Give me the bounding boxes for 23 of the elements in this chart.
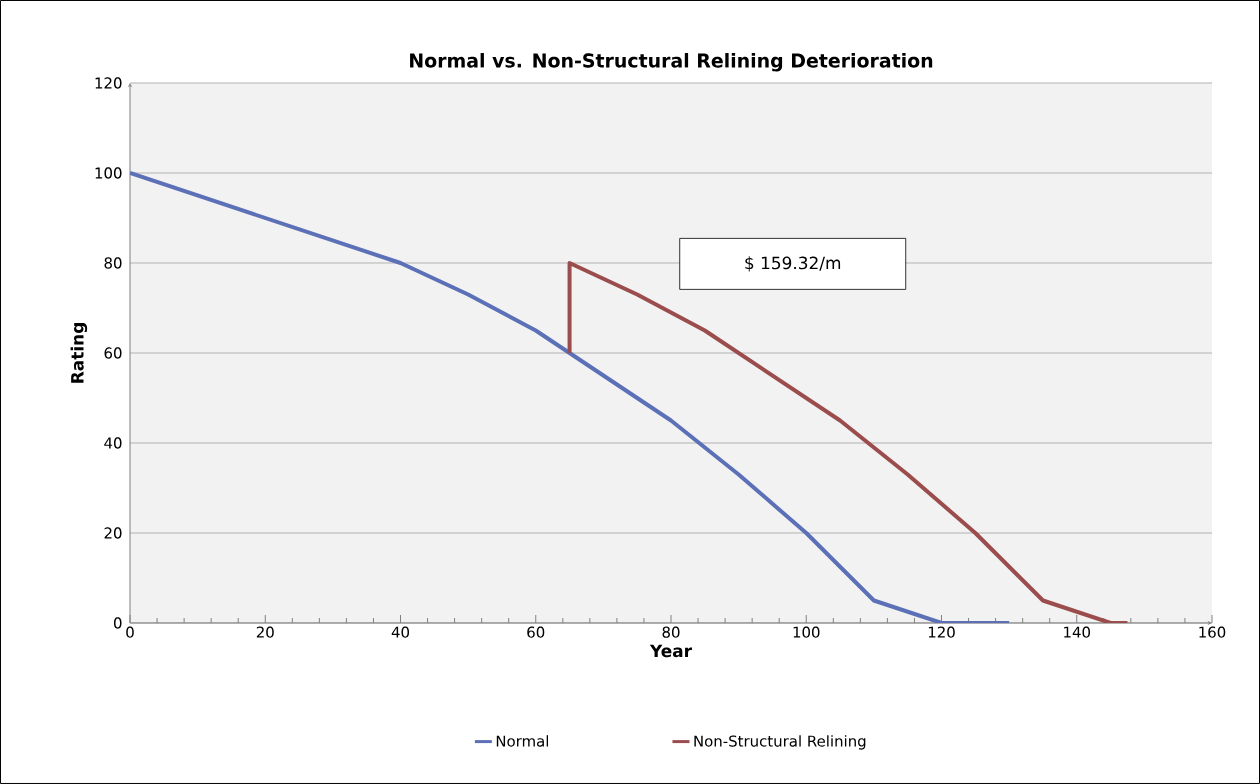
y-tick-label: 60 (104, 347, 122, 359)
legend-label: Normal (496, 735, 549, 747)
y-tick-label: 0 (113, 617, 122, 629)
x-tick-label: 40 (391, 626, 410, 638)
annotation: $ 159.32/m (745, 256, 841, 272)
x-tick-label: 20 (256, 626, 274, 638)
x-tick-label: 120 (928, 626, 955, 638)
legend-label: Non-Structural Relining (694, 735, 866, 750)
y-tick-label: 40 (104, 437, 122, 449)
y-tick-label: 120 (95, 77, 122, 89)
y-tick-label: 80 (104, 257, 122, 269)
x-tick-label: 160 (1199, 626, 1226, 638)
chart-title: Normal vs. Non-Structural Relining Deterioration (410, 53, 933, 72)
y-tick-label: 100 (95, 167, 122, 179)
x-tick-label: 80 (662, 626, 680, 638)
x-tick-label: 60 (527, 626, 545, 638)
line-series (130, 170, 1012, 623)
x-tick-label: 100 (793, 626, 820, 638)
x-axis-title: Year (649, 644, 692, 658)
y-axis-title: Rating (70, 323, 88, 383)
x-tick-label: 0 (126, 626, 134, 638)
x-tick-label: 140 (1064, 626, 1091, 638)
y-tick-label: 20 (104, 527, 122, 539)
